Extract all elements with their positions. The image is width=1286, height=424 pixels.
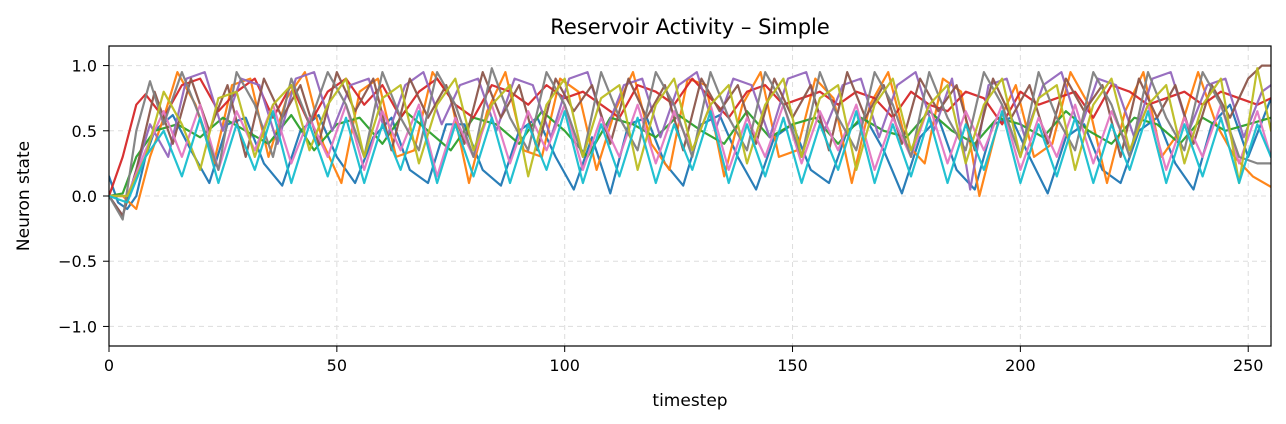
x-tick-label: 200 — [1005, 356, 1036, 375]
y-tick-label: 0.0 — [72, 187, 97, 206]
series-line-9 — [109, 67, 1271, 198]
y-tick-label: 0.5 — [72, 122, 97, 141]
y-axis-label: Neuron state — [14, 141, 34, 251]
grid-lines — [108, 46, 1271, 346]
y-tick-label: −1.0 — [58, 317, 97, 336]
series-line-6 — [109, 64, 1271, 217]
x-tick-label: 150 — [777, 356, 808, 375]
x-tick-label: 250 — [1233, 356, 1264, 375]
x-axis-label: timestep — [652, 391, 727, 411]
x-tick-label: 100 — [549, 356, 580, 375]
x-tick-label: 50 — [327, 356, 347, 375]
axis-ticks: 0 50 100 150 200 250 −1.0 −0.5 0.0 0.5 1.0 — [58, 57, 1263, 375]
chart-title: Reservoir Activity – Simple — [550, 15, 830, 39]
y-tick-label: 1.0 — [72, 57, 97, 76]
y-tick-label: −0.5 — [58, 252, 97, 271]
series-line-10 — [109, 110, 1271, 204]
series-layer — [109, 64, 1271, 221]
series-line-8 — [109, 67, 1271, 221]
x-tick-label: 0 — [104, 356, 114, 375]
